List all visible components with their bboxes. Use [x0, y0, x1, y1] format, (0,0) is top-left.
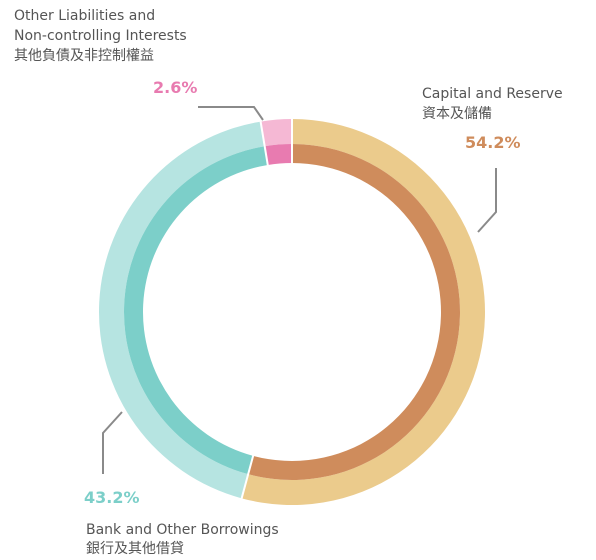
category-label: 銀行及其他借貸 [86, 541, 184, 557]
leader-line [477, 168, 497, 233]
separator [259, 120, 269, 167]
separator [240, 454, 255, 500]
category-label: Non-controlling Interests [14, 28, 187, 44]
leader-line [102, 411, 123, 474]
category-label: Capital and Reserve [422, 86, 563, 102]
value-label: 2.6% [153, 78, 197, 97]
ring-segment [260, 119, 292, 147]
value-label: 43.2% [84, 488, 140, 507]
pie-segment [264, 144, 292, 165]
category-label: Other Liabilities and [14, 8, 155, 24]
leader-line [198, 106, 264, 121]
category-label: 其他負債及非控制權益 [14, 48, 154, 64]
category-label: 資本及儲備 [422, 106, 492, 122]
ring-segment [99, 121, 265, 499]
value-label: 54.2% [465, 133, 521, 152]
category-label: Bank and Other Borrowings [86, 522, 279, 538]
pie-segment [124, 146, 268, 475]
